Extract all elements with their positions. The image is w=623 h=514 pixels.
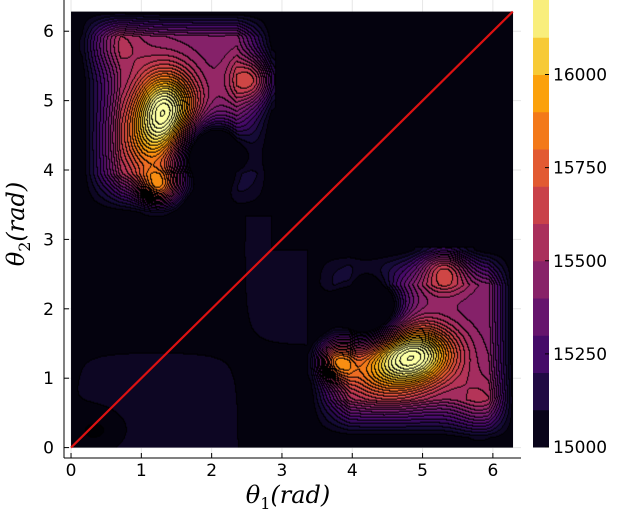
y-ticks: 0 1 2 3 4 5 6 xyxy=(43,22,69,459)
y-axis-subscript: 2 xyxy=(15,242,34,252)
y-tick-label: 6 xyxy=(43,22,54,42)
x-tick-label: 6 xyxy=(487,461,498,481)
colorbar-tick-label: 15500 xyxy=(553,252,607,272)
colorbar-band xyxy=(533,149,549,187)
axes: 0 1 2 3 4 5 6 0 1 2 3 4 5 6 xyxy=(43,0,521,481)
colorbar-band xyxy=(533,335,549,373)
colorbar-band xyxy=(533,74,549,113)
y-tick-label: 1 xyxy=(43,369,54,389)
x-tick-label: 5 xyxy=(417,461,428,481)
y-tick-label: 4 xyxy=(43,161,54,181)
x-tick-label: 4 xyxy=(347,461,358,481)
diagonal-line xyxy=(70,10,514,449)
colorbar-tick-label: 16000 xyxy=(553,66,607,86)
x-tick-label: 1 xyxy=(136,461,147,481)
colorbar-band xyxy=(533,223,549,262)
colorbar-band xyxy=(533,37,549,75)
colorbar-band xyxy=(533,111,549,150)
y-tick-label: 3 xyxy=(43,230,54,250)
x-axis-subscript: 1 xyxy=(260,494,270,513)
y-axis-symbol: θ xyxy=(2,251,30,266)
x-tick-label: 3 xyxy=(277,461,288,481)
x-tick-label: 0 xyxy=(66,461,77,481)
y-tick-label: 2 xyxy=(43,300,54,320)
y-axis-title: θ2(rad) xyxy=(2,182,34,267)
plot-area xyxy=(64,0,521,458)
x-axis-unit: (rad) xyxy=(270,481,330,509)
colorbar-band xyxy=(533,372,549,411)
colorbar-band xyxy=(533,186,549,224)
y-tick-label: 0 xyxy=(43,439,54,459)
colorbar-tick-label: 15750 xyxy=(553,159,607,179)
colorbar-bands xyxy=(533,0,549,448)
colorbar-ticks: 15000 15250 15500 15750 16000 xyxy=(545,66,607,458)
colorbar-band xyxy=(533,260,549,299)
colorbar-band xyxy=(533,0,549,38)
x-axis-title: θ1(rad) xyxy=(246,481,331,513)
colorbar: 15000 15250 15500 15750 16000 xyxy=(533,0,607,458)
x-ticks: 0 1 2 3 4 5 6 xyxy=(66,453,498,481)
colorbar-tick-label: 15000 xyxy=(553,438,607,458)
x-axis-symbol: θ xyxy=(246,481,261,509)
colorbar-tick-label: 15250 xyxy=(553,345,607,365)
x-tick-label: 2 xyxy=(206,461,217,481)
y-tick-label: 5 xyxy=(43,92,54,112)
colorbar-band xyxy=(533,298,549,336)
y-axis-unit: (rad) xyxy=(2,182,30,242)
colorbar-band xyxy=(533,409,549,448)
